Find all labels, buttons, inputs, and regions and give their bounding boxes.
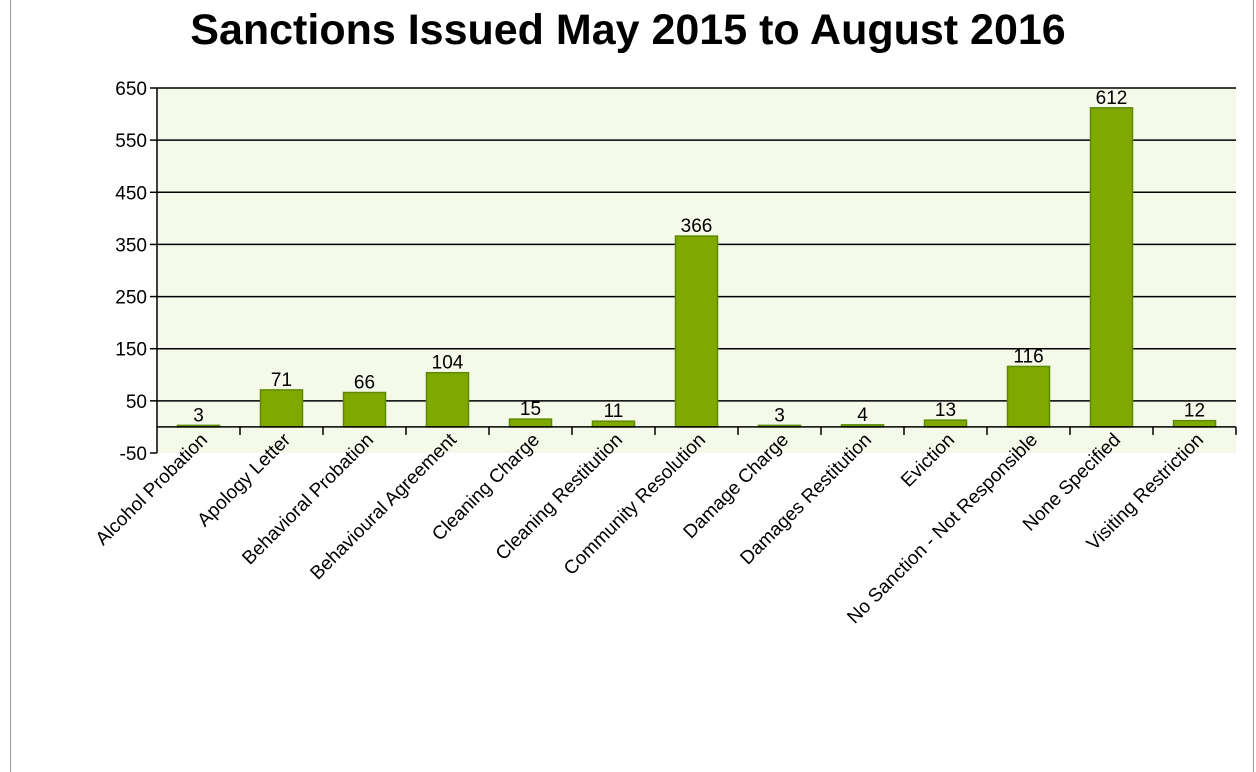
y-tick-label: 150 (115, 340, 147, 361)
data-label: 11 (604, 401, 624, 422)
data-label: 71 (271, 370, 292, 391)
y-tick-label: 550 (115, 131, 147, 152)
data-label: 3 (774, 405, 785, 426)
data-label: 13 (935, 400, 956, 421)
data-label: 116 (1013, 346, 1043, 367)
y-tick-label: 450 (115, 183, 147, 204)
bar (1089, 107, 1134, 428)
bar (259, 389, 304, 428)
x-tick-label: Alcohol Probation (92, 430, 212, 550)
bar (923, 419, 968, 428)
data-label: 15 (520, 399, 541, 420)
bar (1006, 365, 1051, 428)
chart-title: Sanctions Issued May 2015 to August 2016 (190, 6, 1066, 54)
data-label: 4 (857, 405, 868, 426)
y-tick-label: 350 (115, 235, 147, 256)
data-label: 12 (1184, 401, 1205, 422)
y-axis-ticks: -50 50 150 250 350 450 550 650 (115, 79, 157, 465)
bar (674, 235, 719, 428)
bar (425, 371, 470, 428)
bar (342, 391, 387, 428)
data-label: 612 (1096, 88, 1128, 109)
y-tick-label: 650 (115, 79, 147, 100)
data-labels: 3 71 66 104 15 11 366 3 4 13 116 612 12 (193, 88, 1205, 427)
y-tick-label: 250 (115, 288, 147, 309)
y-tick-label: 50 (126, 392, 147, 413)
data-label: 3 (193, 405, 204, 426)
data-label: 66 (354, 373, 375, 394)
data-label: 366 (681, 216, 713, 237)
data-label: 104 (432, 353, 464, 374)
axes (156, 88, 1236, 453)
y-tick-label: -50 (120, 444, 147, 465)
bar (508, 418, 553, 428)
